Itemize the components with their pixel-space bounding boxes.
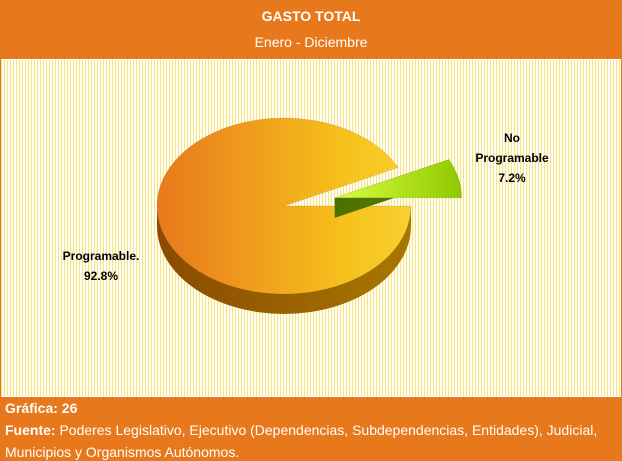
source-line: Fuente: Poderes Legislativo, Ejecutivo (…	[5, 419, 617, 460]
chart-title: GASTO TOTAL	[261, 8, 361, 24]
slice	[156, 117, 412, 295]
value-label: 92.8%	[83, 269, 119, 283]
source-label: Fuente:	[5, 422, 56, 438]
slice-label: No Programable 7.2%	[471, 128, 553, 188]
chart-subtitle: Enero - Diciembre	[254, 34, 368, 50]
slice	[334, 159, 462, 199]
source: Poderes Legislativo, Ejecutivo (Dependen…	[5, 422, 598, 460]
slice-side	[157, 206, 411, 314]
value-label: 7.2%	[498, 171, 526, 185]
plot	[156, 117, 462, 314]
category-label: No Programable	[475, 131, 549, 165]
header: GASTO TOTAL Enero - Diciembre	[1, 1, 621, 60]
footer: Gráfica: 26 Fuente: Poderes Legislativo,…	[1, 396, 621, 460]
figure-label: Gráfica: 26	[5, 400, 78, 416]
slice-label: Programable. 92.8%	[41, 246, 161, 286]
category-label: Programable.	[62, 249, 140, 263]
